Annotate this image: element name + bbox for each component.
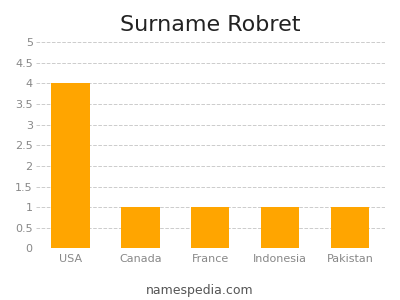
Bar xyxy=(52,83,90,248)
Text: namespedia.com: namespedia.com xyxy=(146,284,254,297)
Bar xyxy=(261,207,299,248)
Bar xyxy=(191,207,230,248)
Title: Surname Robret: Surname Robret xyxy=(120,15,300,35)
Bar xyxy=(331,207,369,248)
Bar xyxy=(121,207,160,248)
